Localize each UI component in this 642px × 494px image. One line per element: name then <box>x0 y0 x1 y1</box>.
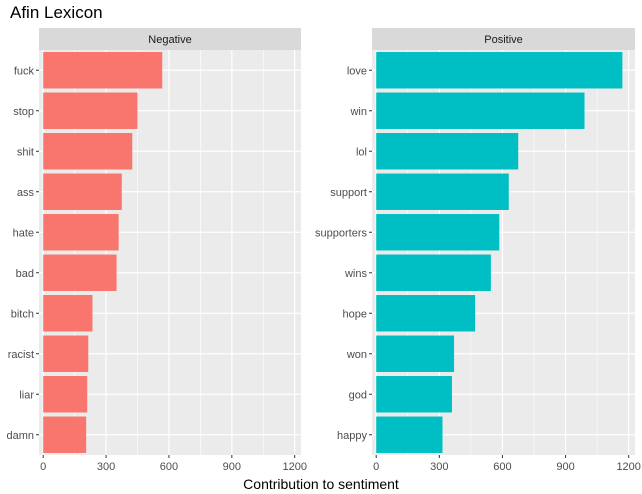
x-tick-label: 900 <box>556 461 574 473</box>
x-tick-label: 0 <box>373 461 379 473</box>
y-tick-label: stop <box>13 106 34 118</box>
y-tick-label: bad <box>16 268 34 280</box>
x-tick-label: 600 <box>493 461 511 473</box>
bar-racist <box>43 335 89 372</box>
x-tick-label: 300 <box>97 461 115 473</box>
y-tick-label: damn <box>6 430 34 442</box>
bar-stop <box>43 92 138 129</box>
bar-hate <box>43 214 119 251</box>
bar-fuck <box>43 52 163 89</box>
chart-title: Afin Lexicon <box>10 3 103 22</box>
y-tick-label: happy <box>337 430 367 442</box>
bar-hope <box>376 295 476 332</box>
x-tick-label: 300 <box>430 461 448 473</box>
bar-love <box>376 52 623 89</box>
bar-liar <box>43 376 88 413</box>
y-tick-label: wins <box>344 268 368 280</box>
y-tick-label: hate <box>13 227 34 239</box>
y-tick-label: shit <box>17 146 34 158</box>
bar-damn <box>43 416 87 453</box>
bar-lol <box>376 133 519 170</box>
bar-wins <box>376 254 491 291</box>
y-tick-label: liar <box>19 389 34 401</box>
y-tick-label: win <box>349 106 367 118</box>
bar-win <box>376 92 585 129</box>
x-tick-label: 600 <box>160 461 178 473</box>
y-tick-label: supporters <box>315 227 367 239</box>
bar-bad <box>43 254 117 291</box>
bar-god <box>376 376 452 413</box>
bar-support <box>376 173 509 210</box>
y-tick-label: love <box>347 65 367 77</box>
facet-strip-label: Negative <box>148 34 191 46</box>
x-tick-label: 0 <box>40 461 46 473</box>
y-tick-label: racist <box>8 349 34 361</box>
facet-strip-label: Positive <box>484 34 523 46</box>
x-tick-label: 1200 <box>282 461 306 473</box>
bar-won <box>376 335 455 372</box>
bar-ass <box>43 173 122 210</box>
y-tick-label: won <box>346 349 367 361</box>
y-tick-label: god <box>349 389 367 401</box>
facet-strip <box>372 28 635 50</box>
bar-happy <box>376 416 443 453</box>
y-tick-label: ass <box>17 187 35 199</box>
y-tick-label: support <box>330 187 367 199</box>
x-tick-label: 1200 <box>616 461 640 473</box>
facet-strip <box>39 28 301 50</box>
x-tick-label: 900 <box>223 461 241 473</box>
bar-supporters <box>376 214 500 251</box>
y-tick-label: fuck <box>14 65 35 77</box>
x-axis-label: Contribution to sentiment <box>243 476 399 492</box>
bar-shit <box>43 133 133 170</box>
y-tick-label: bitch <box>11 308 34 320</box>
bar-bitch <box>43 295 93 332</box>
y-tick-label: lol <box>356 146 367 158</box>
y-tick-label: hope <box>343 308 367 320</box>
